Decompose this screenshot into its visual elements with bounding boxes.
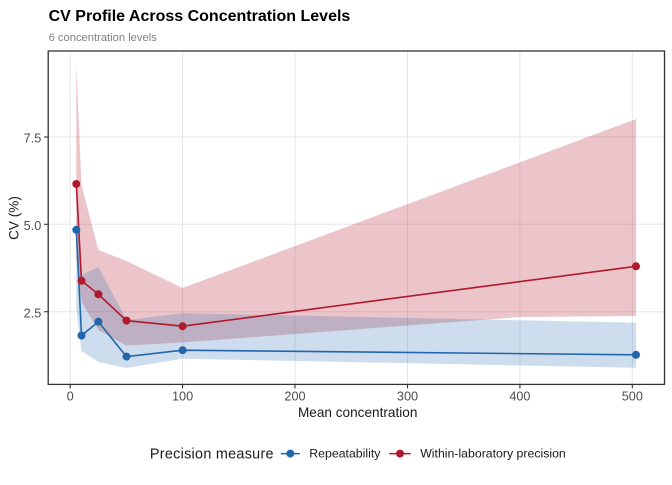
svg-text:Precision measure: Precision measure bbox=[150, 447, 274, 463]
svg-text:400: 400 bbox=[509, 390, 530, 404]
svg-text:Mean concentration: Mean concentration bbox=[298, 405, 417, 420]
svg-text:5.0: 5.0 bbox=[24, 219, 42, 233]
svg-text:500: 500 bbox=[622, 390, 643, 404]
svg-text:6 concentration levels: 6 concentration levels bbox=[49, 32, 158, 44]
svg-text:2.5: 2.5 bbox=[24, 306, 42, 320]
svg-text:7.5: 7.5 bbox=[24, 132, 42, 146]
svg-text:CV (%): CV (%) bbox=[7, 196, 22, 240]
svg-text:Repeatability: Repeatability bbox=[309, 447, 381, 461]
svg-text:300: 300 bbox=[397, 390, 418, 404]
svg-text:100: 100 bbox=[172, 390, 193, 404]
svg-text:Within-laboratory precision: Within-laboratory precision bbox=[420, 447, 566, 461]
svg-text:0: 0 bbox=[67, 390, 74, 404]
svg-text:CV Profile Across Concentratio: CV Profile Across Concentration Levels bbox=[49, 8, 351, 25]
svg-text:200: 200 bbox=[284, 390, 305, 404]
